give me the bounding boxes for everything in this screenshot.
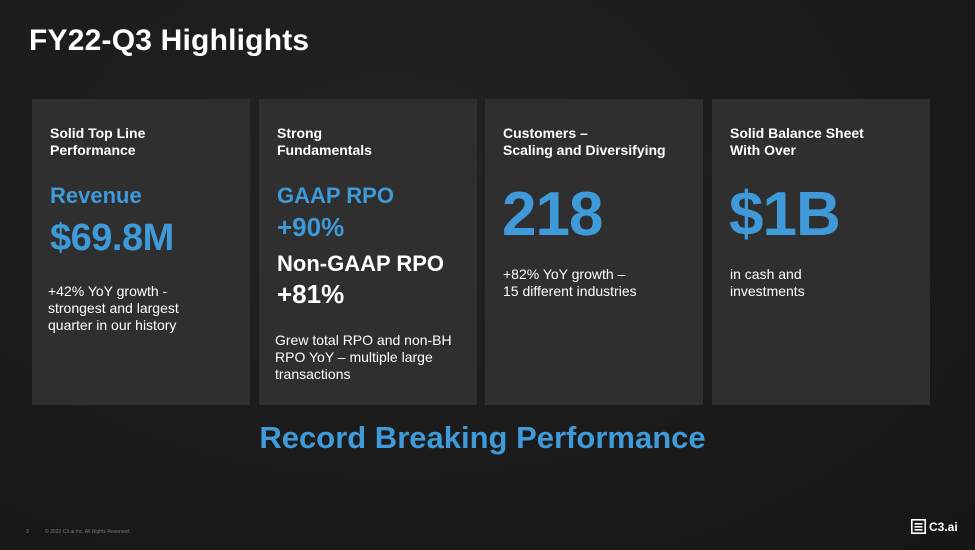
card-heading: Customers – Scaling and Diversifying xyxy=(503,125,693,159)
revenue-value: $69.8M xyxy=(50,217,174,259)
description-line: strongest and largest xyxy=(48,300,179,316)
card-description: in cash and investments xyxy=(730,266,805,300)
card-heading: Strong Fundamentals xyxy=(277,125,467,159)
card-heading-line: Solid Top Line xyxy=(50,125,146,141)
copyright-notice: © 2022 C3.ai Inc. All Rights Reserved. xyxy=(45,529,131,535)
card-heading-line: Scaling and Diversifying xyxy=(503,142,666,158)
card-heading-line: Solid Balance Sheet xyxy=(730,125,864,141)
card-heading-line: With Over xyxy=(730,142,796,158)
slide-title: FY22-Q3 Highlights xyxy=(29,24,310,57)
card-balance-sheet: Solid Balance Sheet With Over $1B in cas… xyxy=(712,99,930,405)
customers-value: 218 xyxy=(502,180,603,249)
card-heading-line: Fundamentals xyxy=(277,142,372,158)
revenue-label: Revenue xyxy=(50,183,142,208)
page-number: 3 xyxy=(26,529,29,535)
description-line: investments xyxy=(730,283,805,299)
c3-logo-icon xyxy=(911,519,926,534)
non-gaap-rpo-label: Non-GAAP RPO xyxy=(277,251,445,276)
description-line: in cash and xyxy=(730,266,802,282)
logo-text: C3.ai xyxy=(929,519,958,534)
description-line: transactions xyxy=(275,366,351,382)
card-description: +82% YoY growth – 15 different industrie… xyxy=(503,266,637,300)
card-customers: Customers – Scaling and Diversifying 218… xyxy=(485,99,703,405)
description-line: 15 different industries xyxy=(503,283,637,299)
non-gaap-rpo-value: +81% xyxy=(277,279,345,309)
card-heading-line: Customers – xyxy=(503,125,588,141)
card-heading-line: Performance xyxy=(50,142,136,158)
description-line: Grew total RPO and non-BH xyxy=(275,332,452,348)
card-heading: Solid Balance Sheet With Over xyxy=(730,125,920,159)
tagline: Record Breaking Performance xyxy=(259,420,706,455)
cash-value: $1B xyxy=(729,180,841,249)
description-line: RPO YoY – multiple large xyxy=(275,349,433,365)
card-rpo: Strong Fundamentals GAAP RPO +90% Non-GA… xyxy=(259,99,477,405)
card-description: +42% YoY growth - strongest and largest … xyxy=(48,283,179,334)
description-line: +82% YoY growth – xyxy=(503,266,626,282)
card-revenue: Solid Top Line Performance Revenue $69.8… xyxy=(32,99,250,405)
description-line: quarter in our history xyxy=(48,317,177,333)
card-heading-line: Strong xyxy=(277,125,323,141)
c3-logo: C3.ai xyxy=(911,519,958,534)
gaap-rpo-value: +90% xyxy=(277,212,345,242)
card-description: Grew total RPO and non-BH RPO YoY – mult… xyxy=(275,332,452,383)
card-heading: Solid Top Line Performance xyxy=(50,125,240,159)
gaap-rpo-label: GAAP RPO xyxy=(277,183,394,208)
description-line: +42% YoY growth - xyxy=(48,283,168,299)
